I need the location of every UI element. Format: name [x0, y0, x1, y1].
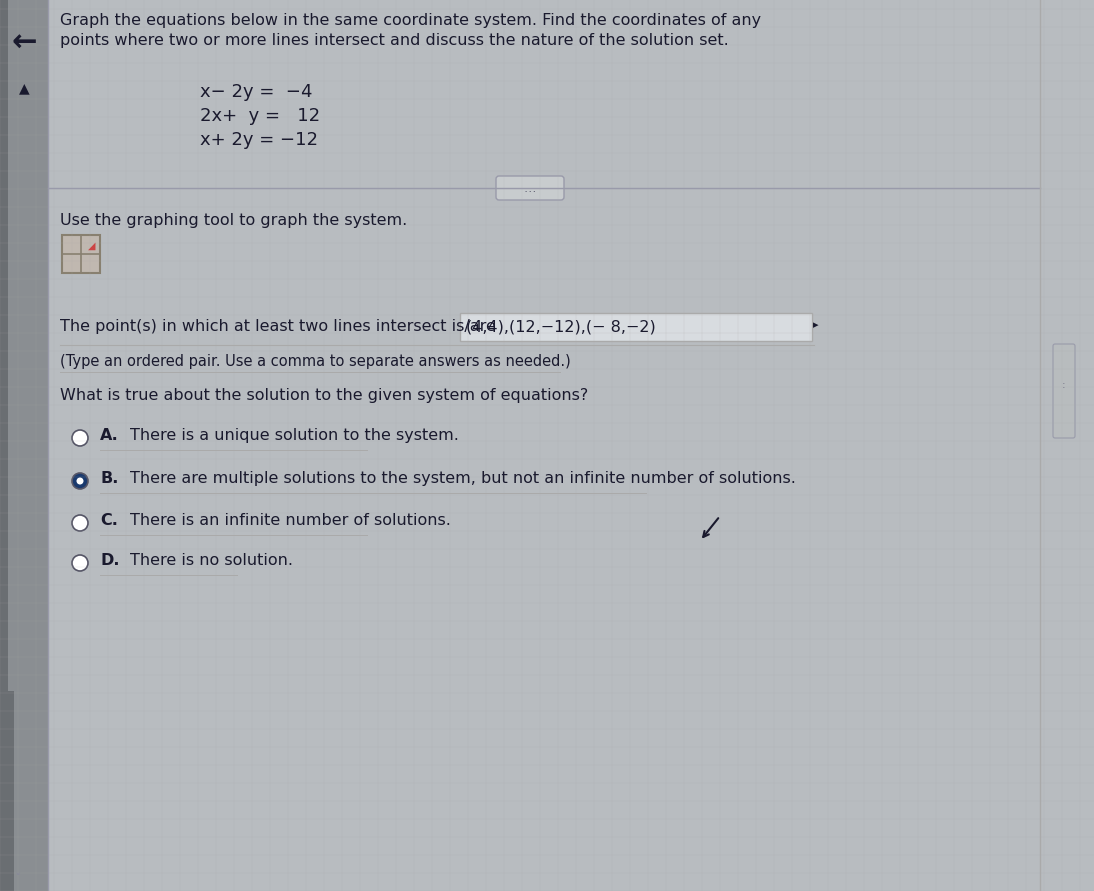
Text: The point(s) in which at least two lines intersect is/are: The point(s) in which at least two lines… — [60, 319, 496, 334]
Text: (Type an ordered pair. Use a comma to separate answers as needed.): (Type an ordered pair. Use a comma to se… — [60, 354, 571, 369]
Circle shape — [77, 478, 83, 485]
Circle shape — [72, 430, 88, 446]
Text: What is true about the solution to the given system of equations?: What is true about the solution to the g… — [60, 388, 589, 403]
Text: x− 2y =  −4: x− 2y = −4 — [200, 83, 313, 101]
Text: :: : — [1062, 380, 1066, 390]
Text: ˇ: ˇ — [15, 873, 21, 886]
FancyBboxPatch shape — [0, 0, 48, 891]
Text: …: … — [524, 182, 536, 194]
Text: Graph the equations below in the same coordinate system. Find the coordinates of: Graph the equations below in the same co… — [60, 13, 761, 28]
Text: D.: D. — [100, 553, 119, 568]
Text: C.: C. — [100, 513, 118, 528]
Text: ◢: ◢ — [88, 241, 95, 250]
FancyBboxPatch shape — [62, 235, 100, 273]
Text: Use the graphing tool to graph the system.: Use the graphing tool to graph the syste… — [60, 213, 407, 228]
Text: A.: A. — [100, 428, 119, 443]
FancyBboxPatch shape — [459, 313, 812, 341]
FancyBboxPatch shape — [8, 691, 14, 891]
FancyBboxPatch shape — [496, 176, 565, 200]
Text: x+ 2y = −12: x+ 2y = −12 — [200, 131, 318, 149]
Text: (4,4),(12,−12),(− 8,−2): (4,4),(12,−12),(− 8,−2) — [466, 319, 655, 334]
FancyBboxPatch shape — [1054, 344, 1075, 438]
Text: ←: ← — [11, 29, 37, 58]
Text: There is no solution.: There is no solution. — [130, 553, 293, 568]
Circle shape — [72, 473, 88, 489]
Text: There is an infinite number of solutions.: There is an infinite number of solutions… — [130, 513, 451, 528]
Text: ▲: ▲ — [19, 81, 30, 95]
Text: points where two or more lines intersect and discuss the nature of the solution : points where two or more lines intersect… — [60, 33, 729, 48]
Text: There are multiple solutions to the system, but not an infinite number of soluti: There are multiple solutions to the syst… — [130, 471, 795, 486]
Circle shape — [72, 555, 88, 571]
Text: B.: B. — [100, 471, 118, 486]
Text: ▸: ▸ — [813, 320, 818, 330]
FancyBboxPatch shape — [0, 0, 8, 891]
Circle shape — [72, 515, 88, 531]
Text: There is a unique solution to the system.: There is a unique solution to the system… — [130, 428, 458, 443]
Text: 2x+  y =   12: 2x+ y = 12 — [200, 107, 321, 125]
